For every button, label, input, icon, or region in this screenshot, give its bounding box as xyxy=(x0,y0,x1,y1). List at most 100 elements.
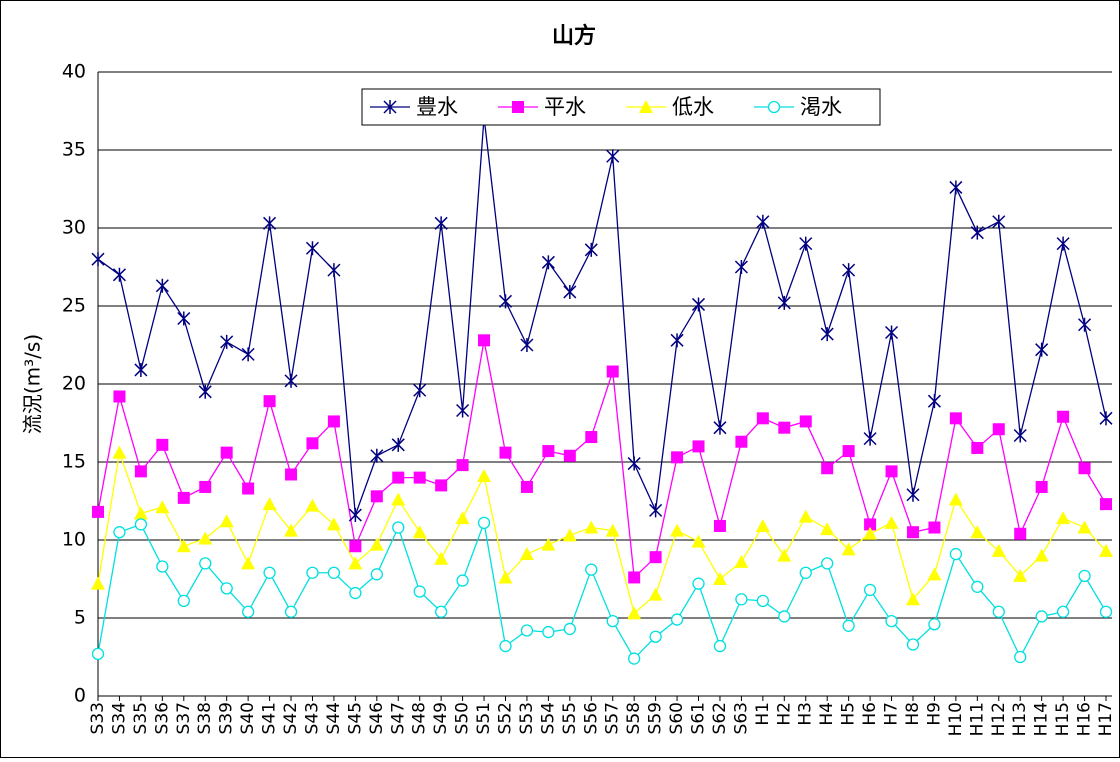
x-tick-label: S44 xyxy=(324,702,344,734)
point xyxy=(263,395,276,408)
x-tick-label: S41 xyxy=(260,702,280,734)
point xyxy=(349,540,362,553)
point xyxy=(1100,498,1112,511)
point xyxy=(1014,527,1027,540)
point xyxy=(928,521,941,534)
point xyxy=(113,526,126,539)
point xyxy=(799,236,813,251)
point xyxy=(1078,462,1091,475)
point xyxy=(799,415,812,428)
point xyxy=(841,542,856,556)
point xyxy=(262,497,277,511)
x-tick-label: H12 xyxy=(989,702,1009,736)
point xyxy=(1078,569,1091,583)
point xyxy=(456,459,469,472)
x-tick-label: S53 xyxy=(517,702,537,734)
point xyxy=(456,403,470,418)
point xyxy=(327,263,341,278)
point xyxy=(949,547,963,561)
point xyxy=(713,519,726,532)
point xyxy=(863,583,877,597)
point xyxy=(949,180,963,195)
point xyxy=(391,492,406,506)
x-tick-label: H10 xyxy=(946,702,966,736)
point xyxy=(949,412,962,425)
x-tick-label: S38 xyxy=(195,702,215,734)
x-tick-label: H7 xyxy=(882,702,902,726)
point xyxy=(691,534,706,548)
point xyxy=(585,563,598,576)
point xyxy=(263,216,277,231)
point xyxy=(927,567,942,581)
point xyxy=(177,594,190,607)
point xyxy=(134,465,147,478)
point xyxy=(842,445,855,458)
point xyxy=(1056,605,1070,618)
point xyxy=(392,471,405,484)
point xyxy=(1035,610,1048,623)
point xyxy=(435,479,448,492)
point xyxy=(649,503,663,518)
x-tick-label: H3 xyxy=(796,702,816,726)
point xyxy=(413,585,426,598)
point xyxy=(499,639,512,653)
x-tick-label: H2 xyxy=(774,702,794,726)
point xyxy=(520,624,534,637)
x-tick-label: S52 xyxy=(495,702,515,734)
point xyxy=(412,525,427,539)
chart-title: 山方 xyxy=(552,23,596,49)
point xyxy=(971,441,984,454)
point xyxy=(348,556,363,570)
point xyxy=(863,526,878,540)
series-line xyxy=(97,340,1107,579)
point xyxy=(199,480,212,493)
x-tick-label: H13 xyxy=(1010,702,1030,736)
point xyxy=(177,491,190,504)
point xyxy=(778,610,791,623)
point xyxy=(970,525,985,539)
legend-label: 渇水 xyxy=(800,95,842,119)
point xyxy=(198,531,213,545)
x-tick-label: S35 xyxy=(131,702,151,734)
legend-marker xyxy=(383,100,397,114)
x-tick-label: S58 xyxy=(624,702,644,734)
point xyxy=(112,445,127,459)
point xyxy=(241,347,255,362)
point xyxy=(971,580,984,593)
point xyxy=(906,638,920,651)
point xyxy=(906,526,919,539)
series-line xyxy=(97,117,1107,516)
y-tick-label: 25 xyxy=(62,295,86,317)
point xyxy=(498,294,513,309)
x-tick-label: H9 xyxy=(924,702,944,726)
y-tick-label: 5 xyxy=(74,607,86,629)
point xyxy=(885,614,898,628)
y-tick-label: 10 xyxy=(62,529,86,551)
x-tick-label: S62 xyxy=(710,702,730,734)
point xyxy=(348,508,362,523)
point xyxy=(285,468,298,481)
point xyxy=(563,449,576,462)
point xyxy=(671,451,684,464)
x-tick-label: S49 xyxy=(431,702,451,734)
point xyxy=(1034,548,1049,562)
point xyxy=(648,587,663,601)
point xyxy=(434,216,448,231)
point xyxy=(563,284,577,299)
point xyxy=(756,214,770,229)
point xyxy=(777,548,792,562)
x-tick-label: S37 xyxy=(174,702,194,734)
point xyxy=(91,647,105,661)
point xyxy=(756,412,769,425)
point xyxy=(284,605,298,618)
x-tick-label: H15 xyxy=(1053,702,1073,736)
point xyxy=(91,576,105,590)
point xyxy=(477,516,491,529)
point xyxy=(499,446,512,459)
point xyxy=(1077,520,1092,534)
point xyxy=(562,528,577,542)
x-tick-label: S61 xyxy=(689,702,709,734)
point xyxy=(91,252,105,267)
point xyxy=(327,415,340,428)
point xyxy=(434,551,449,565)
